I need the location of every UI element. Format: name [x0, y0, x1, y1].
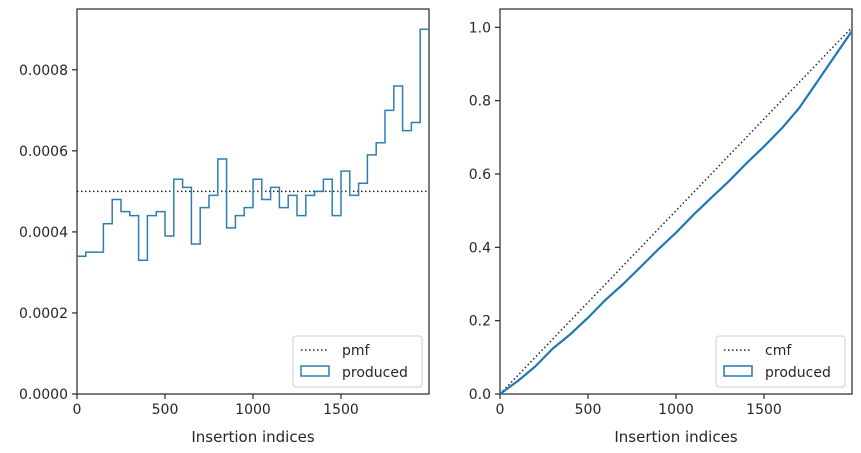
left-xtick-label: 0: [73, 402, 82, 418]
right-legend: cmf produced: [715, 335, 846, 388]
left-xtick-label: 500: [152, 402, 179, 418]
legend-produced-label-left: produced: [342, 365, 408, 381]
right-legend-box: [715, 335, 846, 388]
left-xtick-label: 1500: [323, 402, 359, 418]
right-ytick-label: 0.0: [469, 387, 491, 403]
right-xtick-label: 1000: [658, 402, 694, 418]
left-ytick-label: 0.0004: [19, 225, 68, 241]
left-ytick-label: 0.0006: [19, 144, 68, 160]
right-xlabel: Insertion indices: [614, 428, 737, 446]
left-legend: pmf produced: [292, 335, 423, 388]
legend-produced-patch-left: [300, 365, 330, 377]
legend-cmf-label: cmf: [765, 343, 792, 359]
histogram-panel: 0 500 1000 1500 0.0000 0.0002 0.0004 0.0006 0.00…: [19, 8, 430, 446]
left-ytick-label: 0.0000: [19, 387, 68, 403]
right-xtick-label: 1500: [746, 402, 782, 418]
right-xtick-label: 500: [575, 402, 602, 418]
right-ytick-label: 0.8: [469, 94, 491, 110]
legend-produced-label-right: produced: [765, 365, 831, 381]
left-legend-box: [292, 335, 423, 388]
left-ticks: 0 500 1000 1500 0.0000 0.0002 0.0004 0.0006 0.00…: [19, 63, 359, 418]
right-ticks: 0 500 1000 1500 0.0 0.2 0.4 0.6 0.8 1.0: [469, 20, 782, 418]
right-ytick-label: 0.4: [469, 240, 491, 256]
right-ytick-label: 1.0: [469, 20, 491, 36]
right-ytick-label: 0.2: [469, 314, 491, 330]
legend-produced-patch-right: [723, 365, 753, 377]
legend-pmf-label: pmf: [342, 343, 371, 359]
left-xtick-label: 1000: [235, 402, 271, 418]
produced-step-histogram: [77, 28, 429, 262]
left-ytick-label: 0.0002: [19, 306, 68, 322]
left-ytick-label: 0.0008: [19, 63, 68, 79]
left-plot-area: [77, 28, 429, 262]
right-plot-area: [499, 26, 853, 395]
left-xlabel: Insertion indices: [191, 428, 314, 446]
produced-cumulative-line: [499, 30, 853, 395]
cumulative-panel: 0 500 1000 1500 0.0 0.2 0.4 0.6 0.8 1.0 Insertion…: [469, 8, 853, 446]
cmf-reference-line: [499, 26, 853, 395]
right-xtick-label: 0: [496, 402, 505, 418]
right-ytick-label: 0.6: [469, 167, 491, 183]
